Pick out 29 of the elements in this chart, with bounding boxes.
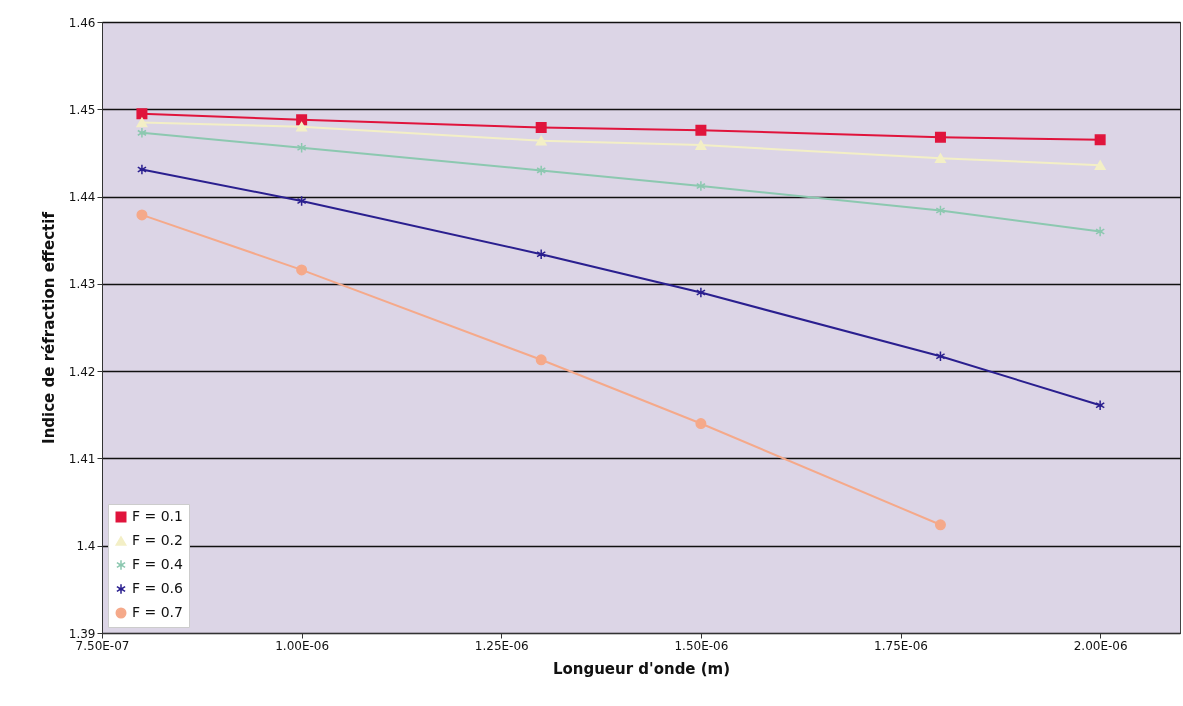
legend-label: F = 0.6 (132, 580, 184, 596)
point (536, 164, 547, 176)
y-tick-label: 1.44 (68, 190, 96, 205)
legend-label: F = 0.1 (132, 508, 183, 524)
y-tick-label: 1.41 (68, 451, 96, 466)
point (296, 195, 307, 207)
point (935, 205, 946, 217)
point (935, 350, 946, 362)
x-tick-label: 1.75E-06 (874, 638, 928, 653)
point (296, 142, 307, 154)
x-tick-label: 1.25E-06 (474, 638, 529, 653)
y-tick-label: 1.42 (68, 364, 96, 379)
legend-label: F = 0.7 (132, 604, 183, 620)
legend-label: F = 0.2 (132, 532, 183, 548)
x-tick-label: 1.00E-06 (275, 638, 330, 653)
y-tick-label: 1.39 (68, 626, 96, 641)
point (536, 248, 547, 260)
point (696, 180, 706, 192)
y-tick-label: 1.45 (68, 102, 96, 117)
x-axis-title: Longueur d'onde (m) (552, 659, 731, 678)
point (696, 287, 706, 299)
x-tick-label: 1.50E-06 (674, 638, 729, 653)
x-tick-label: 7.50E-07 (75, 638, 130, 653)
y-tick-label: 1.4 (76, 539, 96, 554)
legend-label: F = 0.4 (132, 556, 184, 572)
x-tick-label: 2.00E-06 (1073, 638, 1128, 653)
y-tick-label: 1.46 (68, 15, 96, 30)
y-tick-label: 1.43 (68, 277, 96, 292)
y-axis-title: Indice de réfraction effectif (39, 211, 58, 444)
